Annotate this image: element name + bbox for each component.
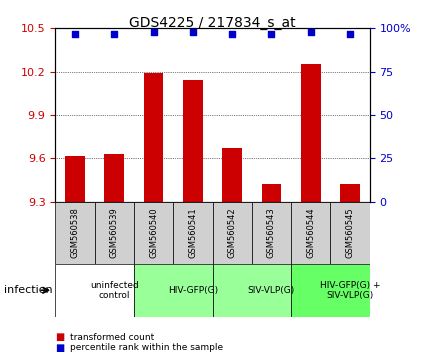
FancyBboxPatch shape (94, 202, 134, 264)
Text: SIV-VLP(G): SIV-VLP(G) (248, 286, 295, 295)
Text: GDS4225 / 217834_s_at: GDS4225 / 217834_s_at (129, 16, 296, 30)
Bar (183, 80, 203, 202)
Text: uninfected
control: uninfected control (90, 281, 139, 300)
Bar (222, 148, 242, 202)
Text: transformed count: transformed count (70, 332, 154, 342)
Point (347, 31, 354, 36)
Point (111, 31, 118, 36)
Text: ■: ■ (55, 343, 65, 353)
Bar (301, 64, 320, 202)
FancyBboxPatch shape (252, 202, 291, 264)
Text: GSM560541: GSM560541 (188, 207, 197, 258)
Point (268, 31, 275, 36)
Bar (105, 154, 124, 202)
Text: GSM560544: GSM560544 (306, 207, 315, 258)
Text: HIV-GFP(G): HIV-GFP(G) (168, 286, 218, 295)
Text: GSM560540: GSM560540 (149, 207, 158, 258)
FancyBboxPatch shape (212, 202, 252, 264)
Text: percentile rank within the sample: percentile rank within the sample (70, 343, 223, 352)
Text: ■: ■ (55, 332, 65, 342)
Bar (144, 73, 163, 202)
Text: GSM560538: GSM560538 (71, 207, 79, 258)
Text: GSM560539: GSM560539 (110, 207, 119, 258)
Point (229, 31, 235, 36)
Point (307, 29, 314, 35)
Text: GSM560543: GSM560543 (267, 207, 276, 258)
Text: infection: infection (4, 285, 53, 295)
FancyBboxPatch shape (134, 202, 173, 264)
FancyBboxPatch shape (173, 202, 212, 264)
FancyBboxPatch shape (134, 264, 212, 317)
FancyBboxPatch shape (331, 202, 370, 264)
FancyBboxPatch shape (55, 202, 94, 264)
Point (190, 29, 196, 35)
FancyBboxPatch shape (212, 264, 291, 317)
Bar (262, 184, 281, 202)
Text: HIV-GFP(G) +
SIV-VLP(G): HIV-GFP(G) + SIV-VLP(G) (320, 281, 380, 300)
Point (71, 31, 78, 36)
FancyBboxPatch shape (291, 202, 331, 264)
FancyBboxPatch shape (291, 264, 370, 317)
Text: GSM560542: GSM560542 (228, 207, 237, 258)
Bar (340, 184, 360, 202)
Bar (65, 155, 85, 202)
Text: GSM560545: GSM560545 (346, 207, 354, 258)
FancyBboxPatch shape (55, 264, 134, 317)
Point (150, 29, 157, 35)
